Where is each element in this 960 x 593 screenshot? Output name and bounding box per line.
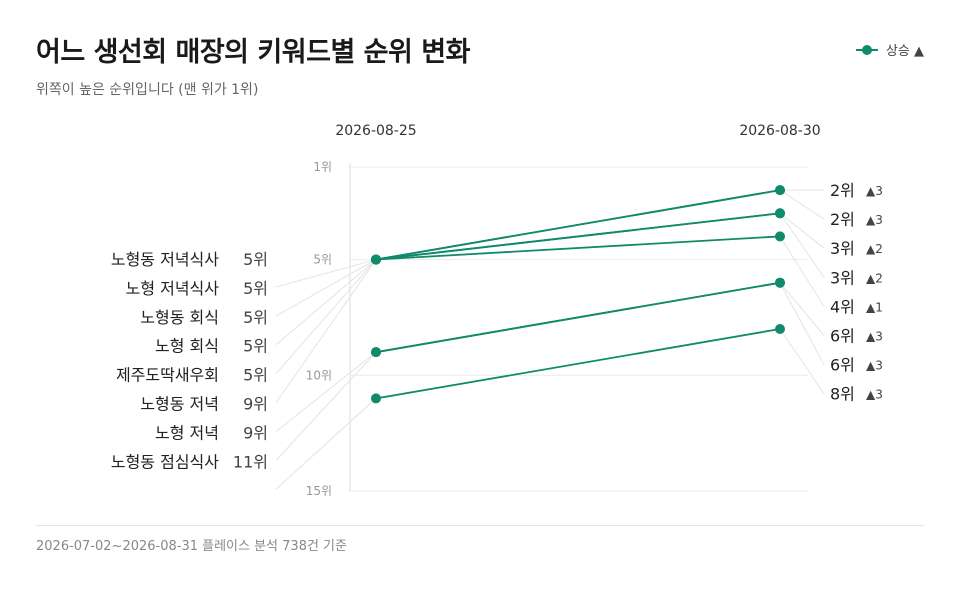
right-change-label: ▲3: [866, 388, 883, 402]
left-rank-label: 5위: [243, 366, 268, 385]
right-rank-label: 6위: [830, 327, 855, 346]
end-point: [775, 208, 785, 219]
left-keyword-label: 노형 저녁식사: [126, 279, 220, 298]
end-point: [775, 277, 785, 288]
right-rank-label: 4위: [830, 297, 855, 316]
footer-note: 2026-07-02~2026-08-31 플레이스 분석 738건 기준: [36, 539, 347, 554]
left-connector: [275, 398, 377, 490]
left-keyword-label: 노형동 점심식사: [111, 452, 219, 471]
start-point: [371, 254, 381, 265]
right-change-label: ▲3: [866, 184, 883, 198]
left-connector: [275, 351, 377, 432]
chart-title: 어느 생선회 매장의 키워드별 순위 변화: [36, 37, 470, 68]
right-change-label: ▲3: [866, 213, 883, 227]
right-rank-label: 2위: [830, 181, 855, 200]
series-line: [375, 235, 781, 261]
right-rank-label: 3위: [830, 268, 855, 287]
y-tick-label: 15위: [306, 484, 332, 498]
right-change-label: ▲1: [866, 300, 883, 314]
y-tick-label: 10위: [306, 368, 332, 382]
left-connector: [275, 259, 377, 288]
left-rank-label: 5위: [243, 279, 268, 298]
end-point: [775, 185, 785, 196]
right-change-label: ▲3: [866, 359, 883, 373]
x-label-end: 2026-08-30: [739, 123, 820, 139]
chart-subtitle: 위쪽이 높은 순위입니다 (맨 위가 1위): [36, 82, 259, 98]
right-rank-label: 3위: [830, 239, 855, 258]
right-connector: [779, 212, 825, 249]
left-keyword-label: 노형동 저녁: [140, 395, 219, 414]
right-connector: [779, 282, 825, 336]
right-rank-label: 6위: [830, 356, 855, 375]
legend: 상승 ▲: [855, 40, 924, 59]
series-line: [375, 328, 781, 400]
right-change-label: ▲3: [866, 330, 883, 344]
left-connector: [275, 259, 377, 403]
right-connector: [779, 236, 825, 307]
right-connector: [779, 213, 825, 278]
legend-line-marker-icon: [855, 44, 878, 56]
left-keyword-label: 노형 저녁: [155, 423, 219, 442]
left-rank-label: 9위: [243, 395, 268, 414]
right-change-label: ▲2: [866, 242, 883, 256]
left-keyword-label: 제주도딱새우회: [116, 366, 219, 385]
end-point: [775, 231, 785, 242]
left-keyword-label: 노형 회식: [155, 337, 219, 356]
footer-divider: [36, 525, 924, 526]
left-keyword-label: 노형동 회식: [140, 308, 219, 327]
left-rank-label: 5위: [243, 308, 268, 327]
left-rank-label: 5위: [243, 337, 268, 356]
y-tick-label: 1위: [313, 160, 332, 174]
right-connector: [779, 189, 825, 220]
left-connector: [275, 259, 377, 317]
left-rank-label: 11위: [233, 452, 268, 471]
start-point: [371, 393, 381, 404]
legend-label: 상승 ▲: [885, 44, 924, 59]
y-tick-label: 5위: [313, 253, 332, 267]
left-connector: [275, 259, 377, 346]
series-line: [375, 281, 781, 354]
left-connector: [275, 259, 377, 375]
left-rank-label: 5위: [243, 250, 268, 269]
right-connector: [779, 328, 825, 394]
left-keyword-label: 노형동 저녁식사: [111, 250, 219, 269]
series-line: [375, 189, 781, 261]
x-label-start: 2026-08-25: [335, 123, 416, 139]
series-line: [375, 212, 781, 261]
start-point: [371, 347, 381, 358]
left-connector: [275, 351, 377, 461]
right-rank-label: 8위: [830, 385, 855, 404]
left-rank-label: 9위: [243, 423, 268, 442]
right-connector: [779, 282, 825, 365]
right-rank-label: 2위: [830, 210, 855, 229]
end-point: [775, 324, 785, 334]
right-change-label: ▲2: [866, 271, 883, 285]
